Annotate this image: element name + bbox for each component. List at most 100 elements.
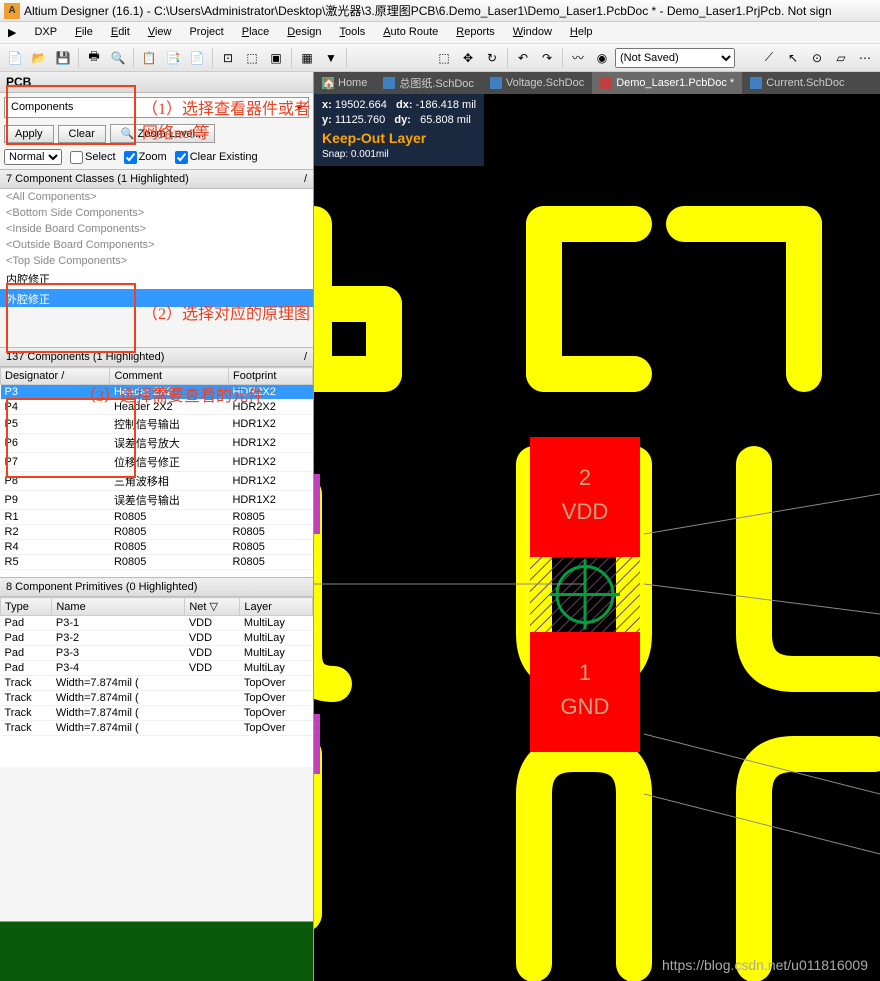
filter-mode-select[interactable]: Normal [4,149,62,165]
pcb-panel: PCB Components▾ Apply Clear 🔍 Zoom Level… [0,72,314,981]
primitives-header: 8 Component Primitives (0 Highlighted) [0,577,313,597]
class-item[interactable]: <Bottom Side Components> [0,205,313,221]
dxp-icon[interactable]: ▶ [4,24,24,41]
component-row[interactable]: R2R0805R0805 [1,525,313,540]
clear-button[interactable]: Clear [58,125,106,143]
select-icon[interactable]: ⬚ [433,47,455,69]
print-icon[interactable]: 🖶 [83,47,105,69]
class-item[interactable]: <Outside Board Components> [0,237,313,253]
rotate-icon[interactable]: ↻ [481,47,503,69]
primitive-row[interactable]: PadP3-2VDDMultiLay [1,631,313,646]
undo-icon[interactable]: ↶ [512,47,534,69]
class-item[interactable]: <Inside Board Components> [0,221,313,237]
menu-help[interactable]: Help [562,24,601,41]
paste-icon[interactable]: 📄 [186,47,208,69]
filter-icon[interactable]: ▼ [320,47,342,69]
zoom-area-icon[interactable]: ⬚ [241,47,263,69]
preview-icon[interactable]: 🔍 [107,47,129,69]
main-toolbar: 📄 📂 💾 🖶 🔍 📋 📑 📄 ⊡ ⬚ ▣ ▦ ▼ ⬚ ✥ ↻ ↶ ↷ 〰 ◉ … [0,44,880,72]
pcb-canvas[interactable]: x: 19502.664 dx: -186.418 mil y: 11125.7… [314,94,880,981]
primitive-row[interactable]: PadP3-1VDDMultiLay [1,616,313,631]
primitive-row[interactable]: TrackWidth=7.874mil (TopOver [1,706,313,721]
menu-tools[interactable]: Tools [332,24,374,41]
panel-title: PCB [0,72,313,93]
editor-area: 🏠Home 总图纸.SchDocVoltage.SchDocDemo_Laser… [314,72,880,981]
zoom-checkbox[interactable]: Zoom [124,151,167,164]
menu-file[interactable]: File [67,24,101,41]
route-icon[interactable]: 〰 [567,47,589,69]
save-icon[interactable]: 💾 [52,47,74,69]
clear-existing-checkbox[interactable]: Clear Existing [175,151,258,164]
home-icon: 🏠 [322,77,334,89]
menu-view[interactable]: View [140,24,180,41]
menu-bar: ▶ DXP File Edit View Project Place Desig… [0,22,880,44]
components-header: 137 Components (1 Highlighted)/ [0,347,313,367]
cut-icon[interactable]: 📋 [138,47,160,69]
grid-icon[interactable]: ▦ [296,47,318,69]
menu-window[interactable]: Window [505,24,560,41]
component-row[interactable]: P6误差信号放大HDR1X2 [1,434,313,453]
zoom-level-button[interactable]: 🔍 Zoom Level... [110,124,215,143]
zoom-fit-icon[interactable]: ⊡ [217,47,239,69]
apply-button[interactable]: Apply [4,125,54,143]
primitive-row[interactable]: TrackWidth=7.874mil (TopOver [1,676,313,691]
component-row[interactable]: P9误差信号输出HDR1X2 [1,491,313,510]
doc-tab[interactable]: Voltage.SchDoc [482,72,592,94]
route-tool-icon[interactable]: ⟋ [758,47,780,69]
doc-icon [600,77,612,89]
title-bar: A Altium Designer (16.1) - C:\Users\Admi… [0,0,880,22]
window-title: Altium Designer (16.1) - C:\Users\Admini… [24,2,832,19]
move-icon[interactable]: ✥ [457,47,479,69]
doc-tab[interactable]: Current.SchDoc [742,72,852,94]
place-poly-icon[interactable]: ▱ [830,47,852,69]
panel-mode-dropdown[interactable]: Components▾ [4,97,309,118]
component-row[interactable]: P8三角波移相HDR1X2 [1,472,313,491]
menu-autoroute[interactable]: Auto Route [375,24,446,41]
menu-project[interactable]: Project [181,24,231,41]
redo-icon[interactable]: ↷ [536,47,558,69]
menu-edit[interactable]: Edit [103,24,138,41]
components-table[interactable]: Designator /CommentFootprintP3Header 2X2… [0,367,313,577]
component-row[interactable]: P5控制信号输出HDR1X2 [1,415,313,434]
more-icon[interactable]: ⋯ [854,47,876,69]
menu-design[interactable]: Design [279,24,329,41]
primitive-row[interactable]: PadP3-3VDDMultiLay [1,646,313,661]
class-item[interactable]: <Top Side Components> [0,253,313,269]
component-row[interactable]: P4Header 2X2HDR2X2 [1,400,313,415]
open-icon[interactable]: 📂 [28,47,50,69]
menu-place[interactable]: Place [234,24,278,41]
component-row[interactable]: R4R0805R0805 [1,540,313,555]
classes-header: 7 Component Classes (1 Highlighted)/ [0,169,313,189]
component-row[interactable]: R1R0805R0805 [1,510,313,525]
select-checkbox[interactable]: Select [70,151,116,164]
primitive-row[interactable]: TrackWidth=7.874mil (TopOver [1,691,313,706]
via-icon[interactable]: ◉ [591,47,613,69]
doc-tab[interactable]: 总图纸.SchDoc [375,72,482,94]
class-item[interactable]: 外腔修正 [0,289,313,307]
primitive-row[interactable]: PadP3-4VDDMultiLay [1,661,313,676]
coordinate-display: x: 19502.664 dx: -186.418 mil y: 11125.7… [314,94,484,166]
primitives-table[interactable]: TypeNameNet ▽LayerPadP3-1VDDMultiLayPadP… [0,597,313,767]
saved-dropdown[interactable]: (Not Saved) [615,48,735,68]
place-via-icon[interactable]: ⊙ [806,47,828,69]
classes-list[interactable]: <All Components><Bottom Side Components>… [0,189,313,307]
svg-text:GND: GND [561,694,610,719]
arrow-icon[interactable]: ↖ [782,47,804,69]
primitive-row[interactable]: TrackWidth=7.874mil (TopOver [1,721,313,736]
menu-dxp[interactable]: DXP [26,24,65,41]
zoom-sel-icon[interactable]: ▣ [265,47,287,69]
component-row[interactable]: P7位移信号修正HDR1X2 [1,453,313,472]
home-tab[interactable]: 🏠Home [314,74,375,92]
new-icon[interactable]: 📄 [4,47,26,69]
doc-tab[interactable]: Demo_Laser1.PcbDoc * [592,72,742,94]
component-row[interactable]: P3Header 2X2HDR2X2 [1,385,313,400]
doc-icon [750,77,762,89]
watermark: https://blog.csdn.net/u011816009 [662,957,868,973]
component-row[interactable]: R5R0805R0805 [1,555,313,570]
menu-reports[interactable]: Reports [448,24,503,41]
copy-icon[interactable]: 📑 [162,47,184,69]
chevron-down-icon: ▾ [296,101,302,114]
class-item[interactable]: <All Components> [0,189,313,205]
class-item[interactable]: 内腔修正 [0,269,313,289]
doc-icon [383,77,395,89]
